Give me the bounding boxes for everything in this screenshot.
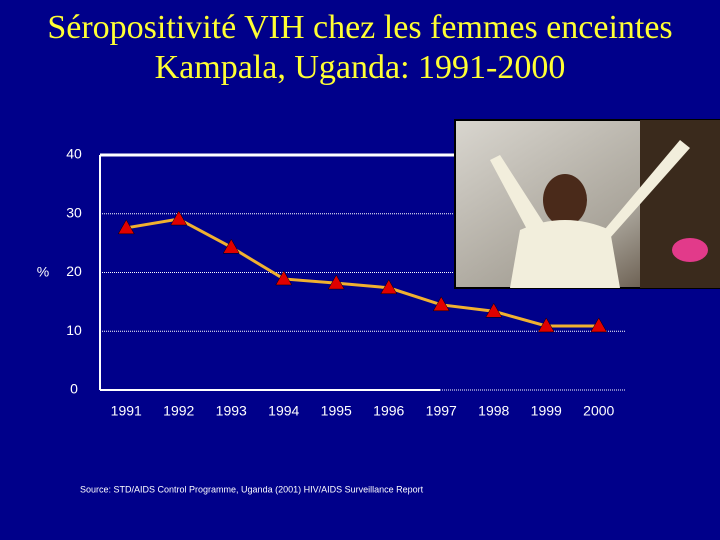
y-tick-label: 10	[66, 322, 82, 338]
x-tick-label: 1995	[321, 403, 352, 419]
y-tick-label: 0	[70, 381, 78, 397]
x-tick-label: 1992	[163, 403, 194, 419]
marker	[537, 317, 555, 333]
x-tick-label: 1997	[426, 403, 457, 419]
photo	[454, 119, 720, 289]
marker	[170, 210, 188, 226]
line	[126, 217, 599, 328]
marker	[590, 317, 608, 333]
marker	[485, 302, 503, 318]
x-tick-label: 2000	[583, 403, 614, 419]
marker	[117, 219, 135, 235]
chart-title: Séropositivité VIH chez les femmes encei…	[47, 9, 673, 86]
x-tick-label: 1991	[111, 403, 142, 419]
y-axis-label: %	[37, 264, 49, 280]
x-tick-label: 1999	[531, 403, 562, 419]
x-tick-label: 1994	[268, 403, 299, 419]
y-tick-label: 40	[66, 146, 82, 162]
source-note: Source: STD/AIDS Control Programme, Ugan…	[80, 484, 424, 494]
x-tick-label: 1996	[373, 403, 404, 419]
marker	[275, 270, 293, 286]
marker	[327, 274, 345, 290]
marker	[432, 296, 450, 312]
marker	[380, 279, 398, 295]
marker	[222, 238, 240, 254]
x-tick-label: 1998	[478, 403, 509, 419]
x-tick-label: 1993	[216, 403, 247, 419]
y-tick-label: 20	[66, 263, 82, 279]
y-tick-label: 30	[66, 204, 82, 220]
